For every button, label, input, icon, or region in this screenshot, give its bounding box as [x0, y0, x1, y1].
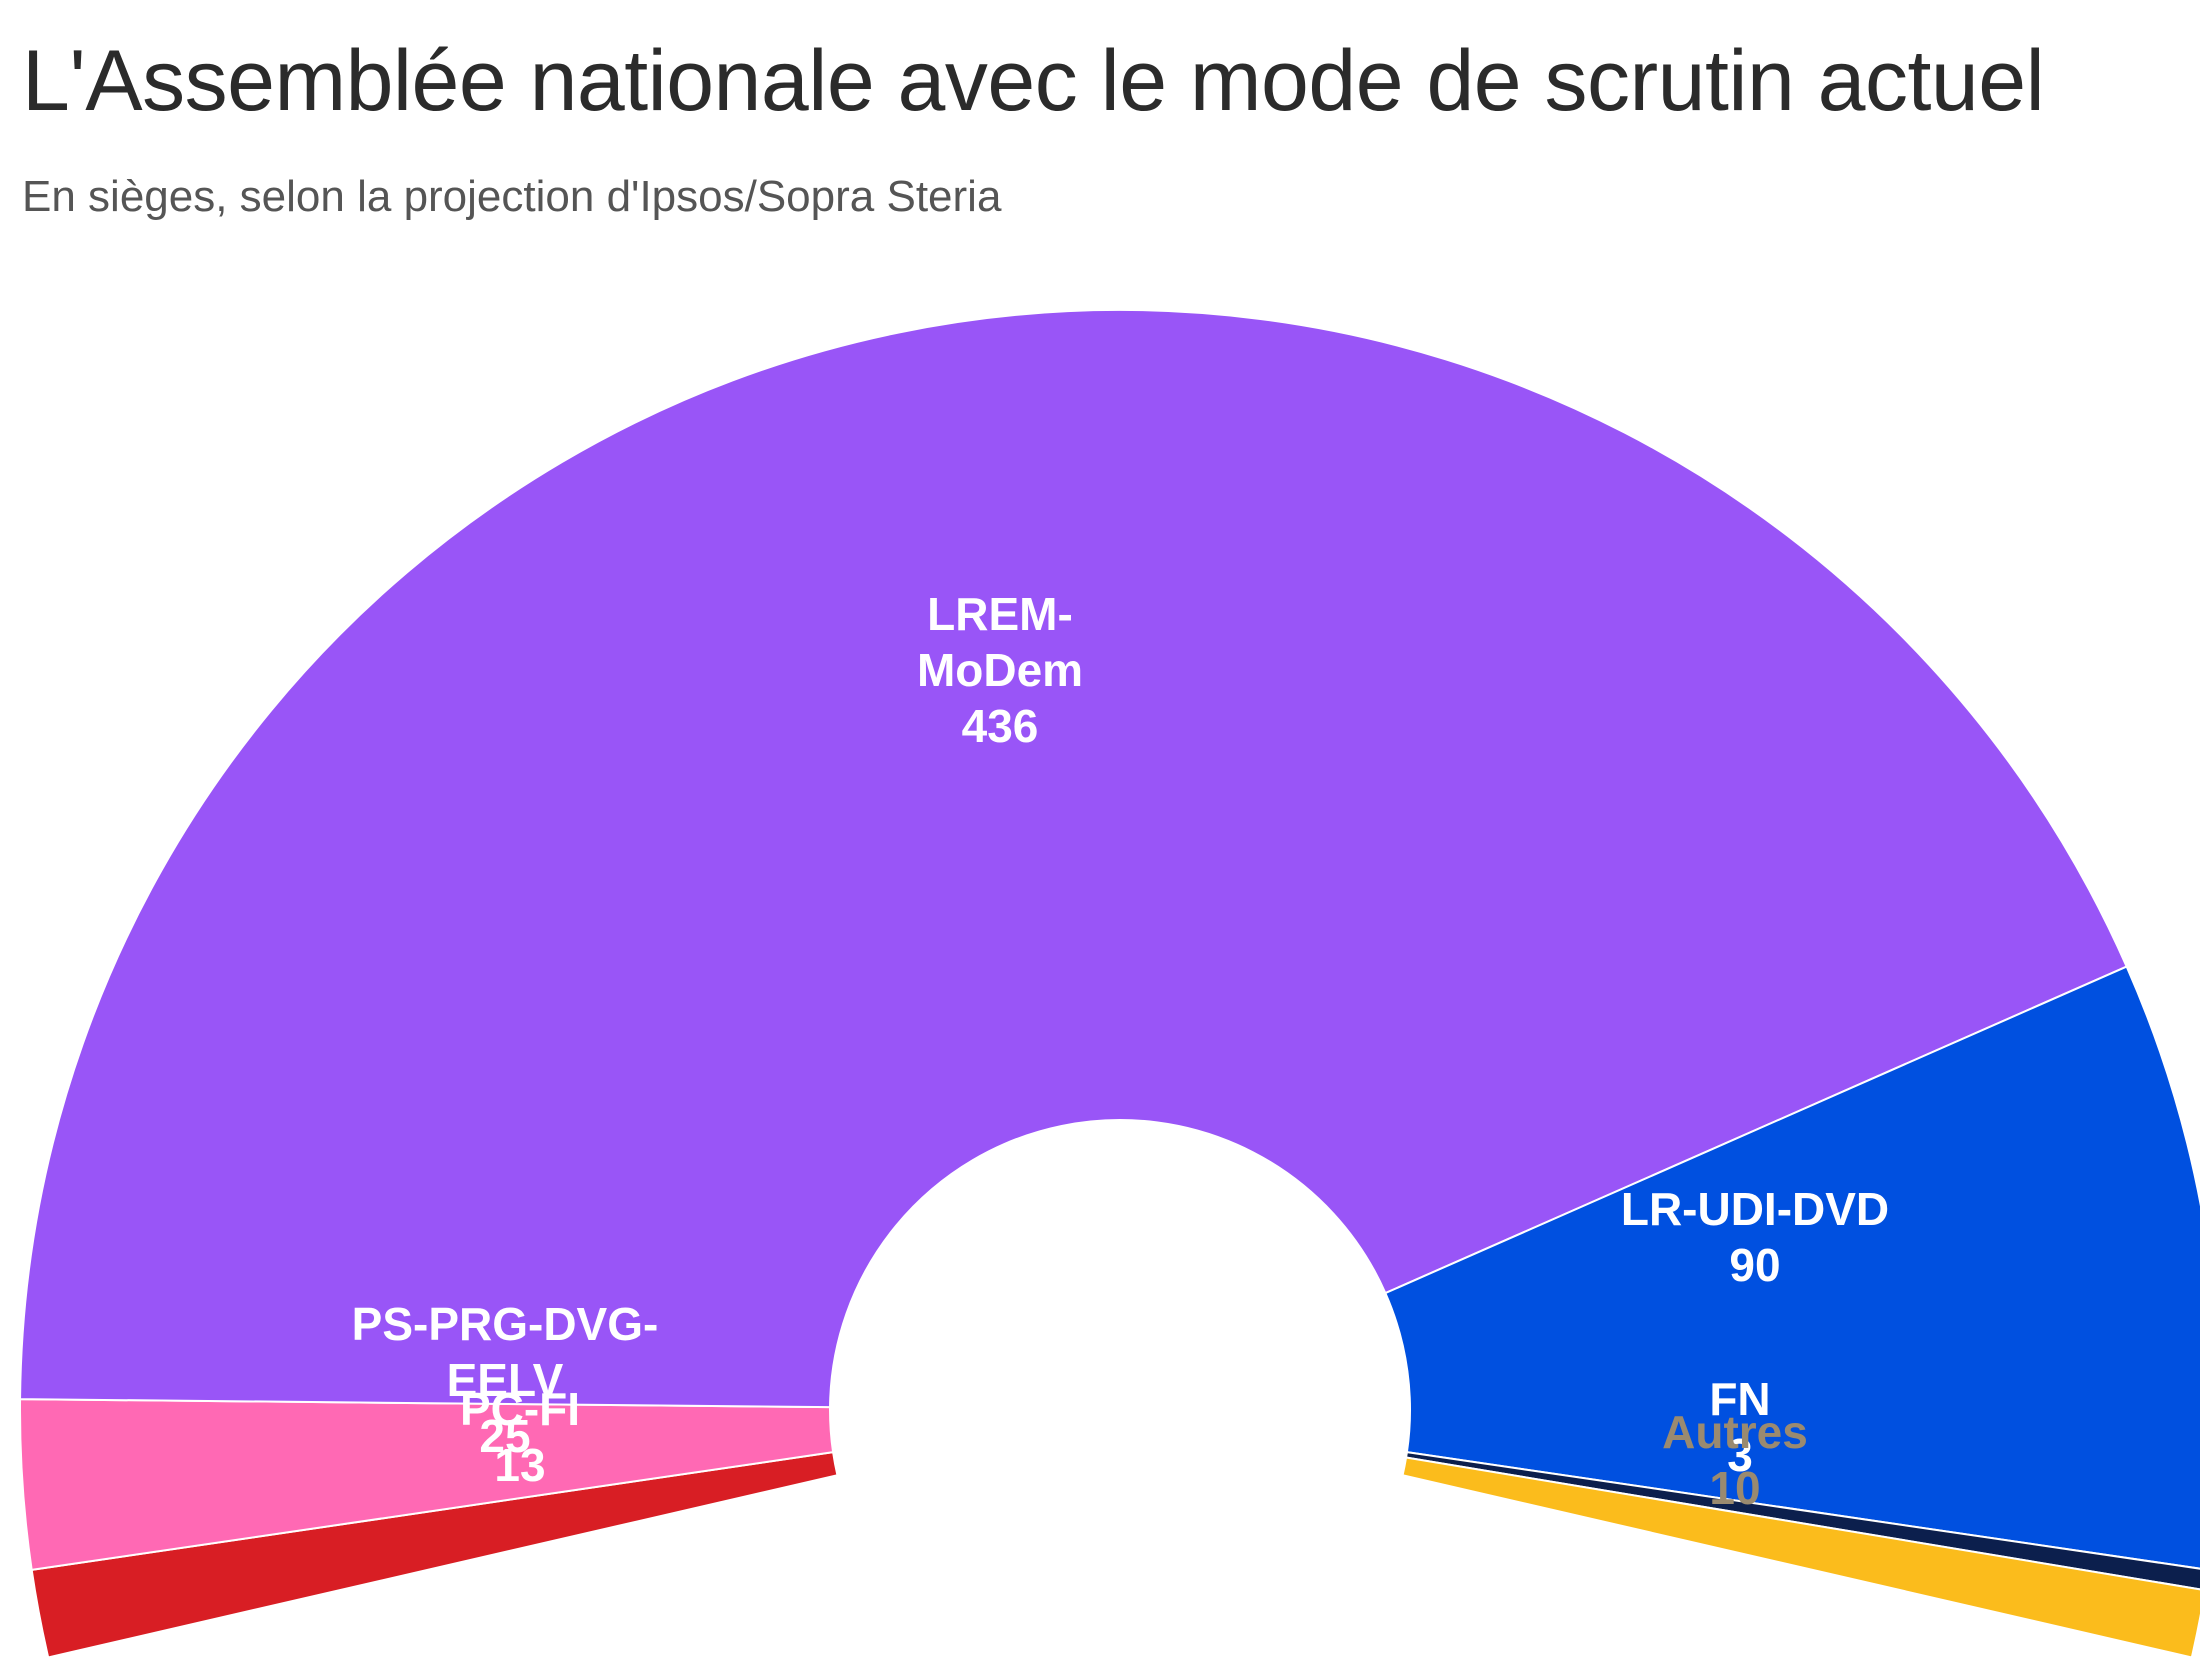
slice-label-line: EELV — [447, 1354, 564, 1406]
slice-label-autres: Autres 10 — [1662, 1406, 1808, 1514]
slice-label-line: MoDem — [917, 644, 1083, 696]
slice-label-line: LREM- — [927, 588, 1073, 640]
slice-label-pc-fi: PC-FI 13 — [460, 1383, 580, 1491]
chart-title: L'Assemblée nationale avec le mode de sc… — [22, 33, 2045, 129]
slice-label-line: LR-UDI-DVD — [1621, 1183, 1889, 1235]
slice-value-label: 25 — [479, 1410, 530, 1462]
chart-subtitle: En sièges, selon la projection d'Ipsos/S… — [22, 172, 1002, 221]
slice-label-line: PC-FI — [460, 1383, 580, 1435]
slice-label-line: PS-PRG-DVG- — [352, 1298, 659, 1350]
slice-label-line: FN — [1709, 1373, 1770, 1425]
slice-value-label: 3 — [1727, 1429, 1753, 1481]
slice-label-lrem-modem: LREM-MoDem 436 — [917, 588, 1083, 752]
slice-lr-udi-dvd — [1384, 965, 2200, 1570]
slice-autres — [1401, 1456, 2200, 1659]
slice-value-label: 13 — [494, 1439, 545, 1491]
slice-value-label: 436 — [962, 700, 1039, 752]
slice-label-lr-udi-dvd: LR-UDI-DVD 90 — [1621, 1183, 1889, 1291]
slice-label-fn: FN 3 — [1709, 1373, 1770, 1481]
slice-value-label: 10 — [1709, 1462, 1760, 1514]
slice-label-ps-prg-dvg-eelv: PS-PRG-DVG-EELV 25 — [352, 1298, 659, 1462]
slices-group — [19, 309, 2200, 1659]
slice-lrem-modem — [19, 309, 2128, 1409]
slice-value-label: 90 — [1729, 1239, 1780, 1291]
slice-label-line: Autres — [1662, 1406, 1808, 1458]
